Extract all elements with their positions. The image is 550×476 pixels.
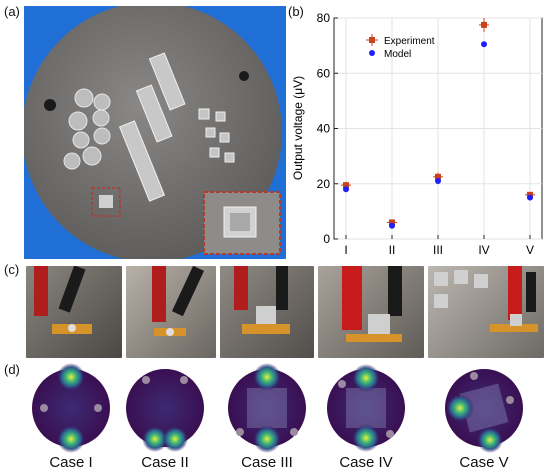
model-point xyxy=(435,177,441,184)
case-label-3: Case III xyxy=(241,454,293,471)
y-tick-label: 40 xyxy=(317,122,331,136)
x-tick-label: II xyxy=(389,243,396,257)
panel-label-a: (a) xyxy=(4,4,20,19)
probe-photo-4 xyxy=(318,266,424,358)
experiment-point xyxy=(481,21,487,28)
field-map-case-4 xyxy=(327,364,405,452)
panel-label-b: (b) xyxy=(288,4,304,19)
legend-experiment-marker xyxy=(369,37,375,43)
panel-label-d: (d) xyxy=(4,362,20,377)
chart-legend: Experiment Model xyxy=(366,34,435,60)
x-tick-label: III xyxy=(433,243,443,257)
case-label-1: Case I xyxy=(49,454,93,471)
y-axis-title: Output voltage (μV) xyxy=(291,76,305,180)
case-label-4: Case IV xyxy=(339,454,393,471)
y-tick-label: 0 xyxy=(323,232,330,246)
field-map-case-3 xyxy=(228,363,306,453)
y-tick-label: 60 xyxy=(317,66,331,80)
field-map-case-5 xyxy=(445,369,523,453)
probe-photo-5 xyxy=(428,266,544,358)
field-maps xyxy=(32,363,523,453)
model-point xyxy=(481,41,487,48)
x-tick-label: V xyxy=(526,243,534,257)
y-tick-label: 20 xyxy=(317,177,331,191)
y-tick-label: 80 xyxy=(317,11,331,25)
probe-illustration-5 xyxy=(434,266,538,332)
experiment-point xyxy=(389,219,395,226)
case-label-5: Case V xyxy=(459,454,509,471)
experiment-point xyxy=(343,182,349,189)
probe-illustration-4 xyxy=(342,266,402,342)
x-tick-label: IV xyxy=(478,243,489,257)
field-map-case-2 xyxy=(126,369,204,452)
legend-experiment-label: Experiment xyxy=(384,36,435,47)
model-point xyxy=(527,194,533,201)
field-map-case-1 xyxy=(32,363,110,453)
probe-photo-3 xyxy=(220,266,314,358)
experiment-point xyxy=(435,173,441,180)
highlight-box xyxy=(91,187,121,217)
y-tick-labels: 0 20 40 60 80 xyxy=(317,11,331,246)
probe-photo-1 xyxy=(26,266,122,358)
case-label-2: Case II xyxy=(141,454,189,471)
data-markers xyxy=(341,18,535,229)
x-tick-label: I xyxy=(344,243,347,257)
sample-photo xyxy=(24,6,286,259)
model-point xyxy=(343,186,349,193)
probe-photo-2 xyxy=(126,266,216,358)
model-point xyxy=(389,222,395,229)
sample-plate-illustration xyxy=(24,6,286,259)
grid-lines xyxy=(334,17,542,240)
panel-label-c: (c) xyxy=(4,262,20,277)
x-tick-labels: I II III IV V xyxy=(344,243,534,257)
probe-illustration-2 xyxy=(152,266,205,336)
legend-model-marker xyxy=(369,50,375,56)
probe-illustration-3 xyxy=(234,266,290,334)
probe-illustration-1 xyxy=(34,266,92,334)
legend-model-label: Model xyxy=(384,49,411,60)
